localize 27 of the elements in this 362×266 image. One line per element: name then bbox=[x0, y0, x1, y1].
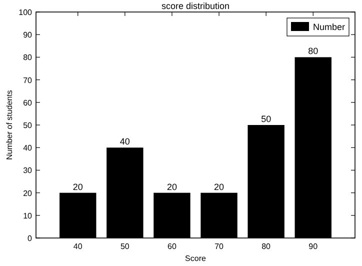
data-label: 20 bbox=[214, 182, 224, 192]
x-tick-label: 80 bbox=[262, 242, 272, 251]
data-label: 20 bbox=[166, 182, 177, 192]
y-tick-label: 30 bbox=[23, 166, 33, 176]
y-tick-label: 40 bbox=[23, 144, 33, 153]
data-label: 80 bbox=[308, 46, 318, 56]
y-tick-label: 0 bbox=[28, 234, 33, 243]
data-label: 20 bbox=[72, 182, 83, 192]
x-tick-label: 70 bbox=[214, 242, 224, 251]
data-label: 50 bbox=[261, 114, 272, 124]
x-tick-label: 60 bbox=[168, 242, 177, 251]
y-axis-title: Number of students bbox=[5, 90, 14, 160]
y-tick-label: 80 bbox=[23, 53, 33, 62]
y-tick-label: 100 bbox=[18, 8, 33, 17]
y-tick-label: 70 bbox=[23, 76, 33, 85]
y-tick-label: 60 bbox=[23, 98, 33, 108]
y-tick-label: 50 bbox=[23, 121, 33, 130]
chart-title: score distribution bbox=[161, 1, 230, 11]
x-tick-label: 50 bbox=[120, 242, 130, 251]
y-tick-label: 10 bbox=[23, 211, 33, 220]
y-tick-label: 90 bbox=[23, 30, 33, 40]
x-axis-title: Score bbox=[185, 254, 206, 263]
x-tick-label: 40 bbox=[73, 242, 83, 251]
legend-label: Number bbox=[313, 22, 346, 32]
data-label: 40 bbox=[120, 136, 130, 147]
y-tick-label: 20 bbox=[23, 188, 33, 198]
x-tick-label: 90 bbox=[308, 242, 318, 251]
